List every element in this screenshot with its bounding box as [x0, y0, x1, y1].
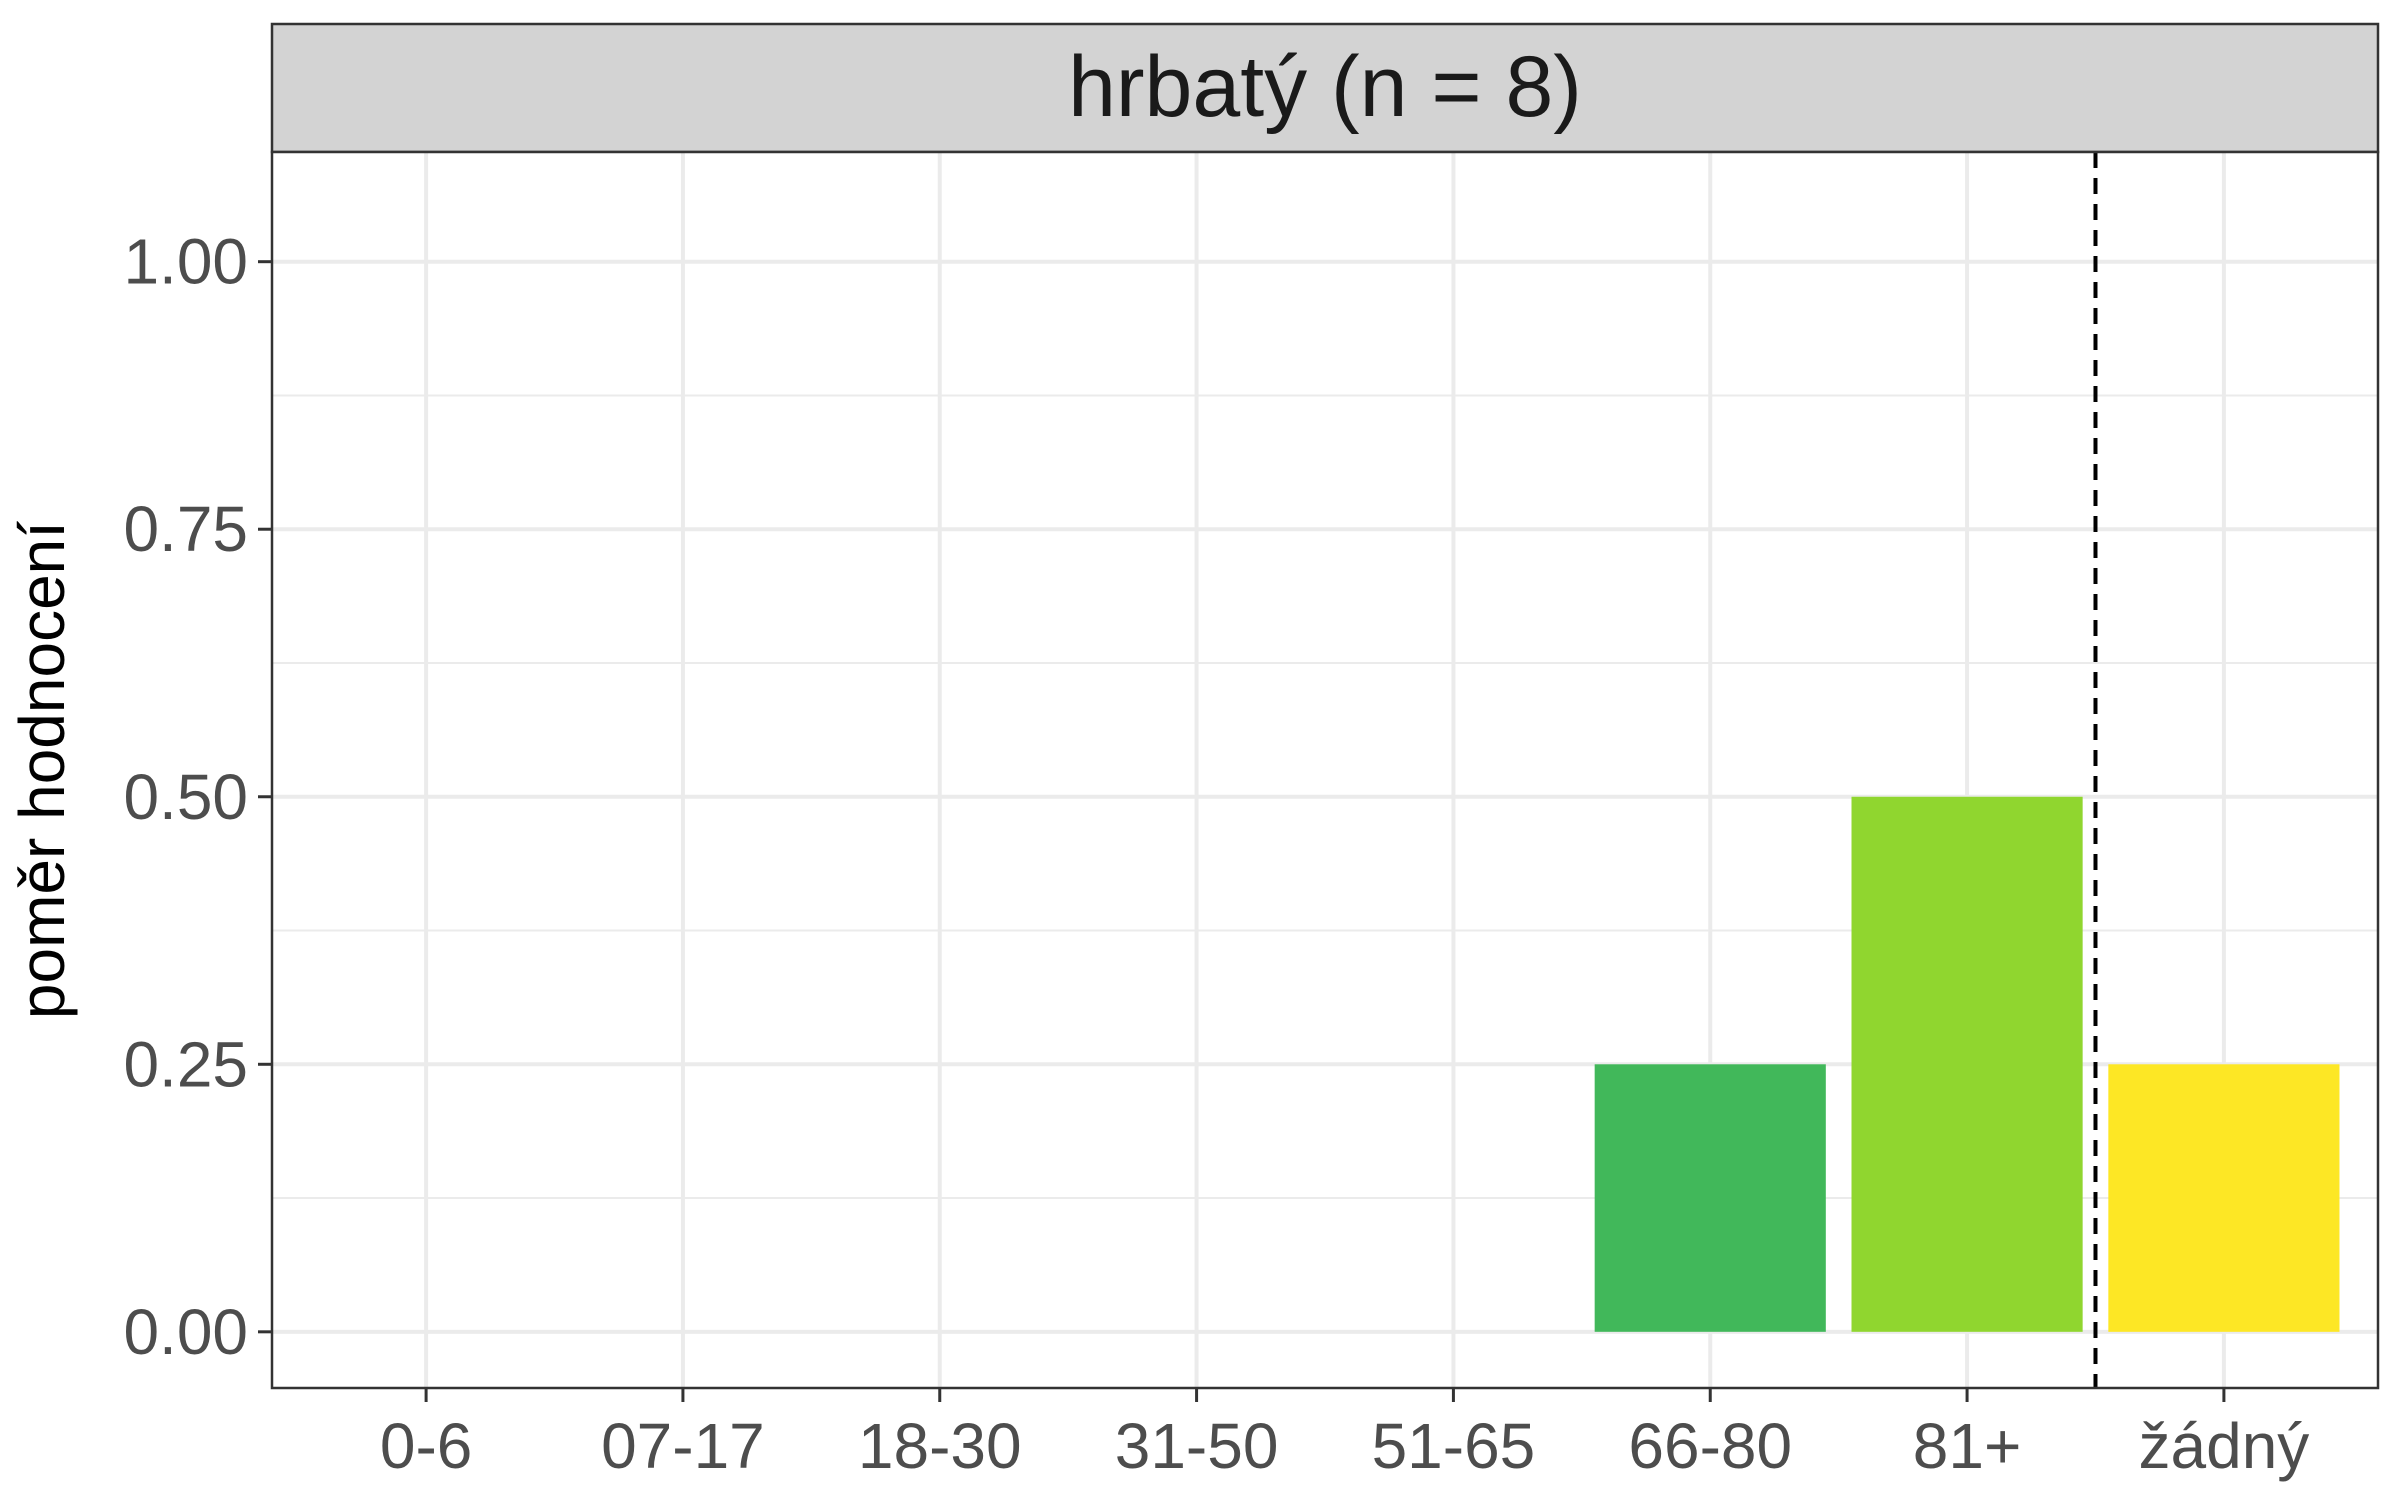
facet-strip	[270, 22, 2380, 154]
facet-title: hrbatý (n = 8)	[1068, 39, 1582, 135]
panel-border	[270, 150, 2380, 1390]
x-tick-label: 31-50	[1115, 1410, 1279, 1482]
y-tick-label: 0.00	[123, 1296, 248, 1368]
x-tick-label: 0-6	[380, 1410, 473, 1482]
y-tick-label: 0.75	[123, 493, 248, 565]
y-axis: 0.00 0.25 0.50 0.75 1.00	[123, 226, 272, 1368]
x-tick-label: 81+	[1913, 1410, 2022, 1482]
x-tick-label: žádný	[2139, 1410, 2310, 1482]
bar-žádný	[2108, 1064, 2340, 1332]
y-tick-label: 0.25	[123, 1028, 248, 1100]
x-tick-label: 18-30	[858, 1410, 1022, 1482]
x-tick-label: 51-65	[1372, 1410, 1536, 1482]
bar-66-80	[1594, 1064, 1826, 1332]
y-axis-label: poměr hodnocení	[6, 521, 78, 1019]
major-gridlines	[272, 152, 2378, 1388]
y-tick-label: 1.00	[123, 226, 248, 298]
bars	[1594, 796, 2340, 1332]
x-axis: 0-6 07-17 18-30 31-50 51-65 66-80 81+ žádný	[380, 1388, 2309, 1482]
bar-81+	[1851, 796, 2083, 1332]
x-tick-label: 66-80	[1628, 1410, 1792, 1482]
x-tick-label: 07-17	[601, 1410, 765, 1482]
y-tick-label: 0.50	[123, 761, 248, 833]
